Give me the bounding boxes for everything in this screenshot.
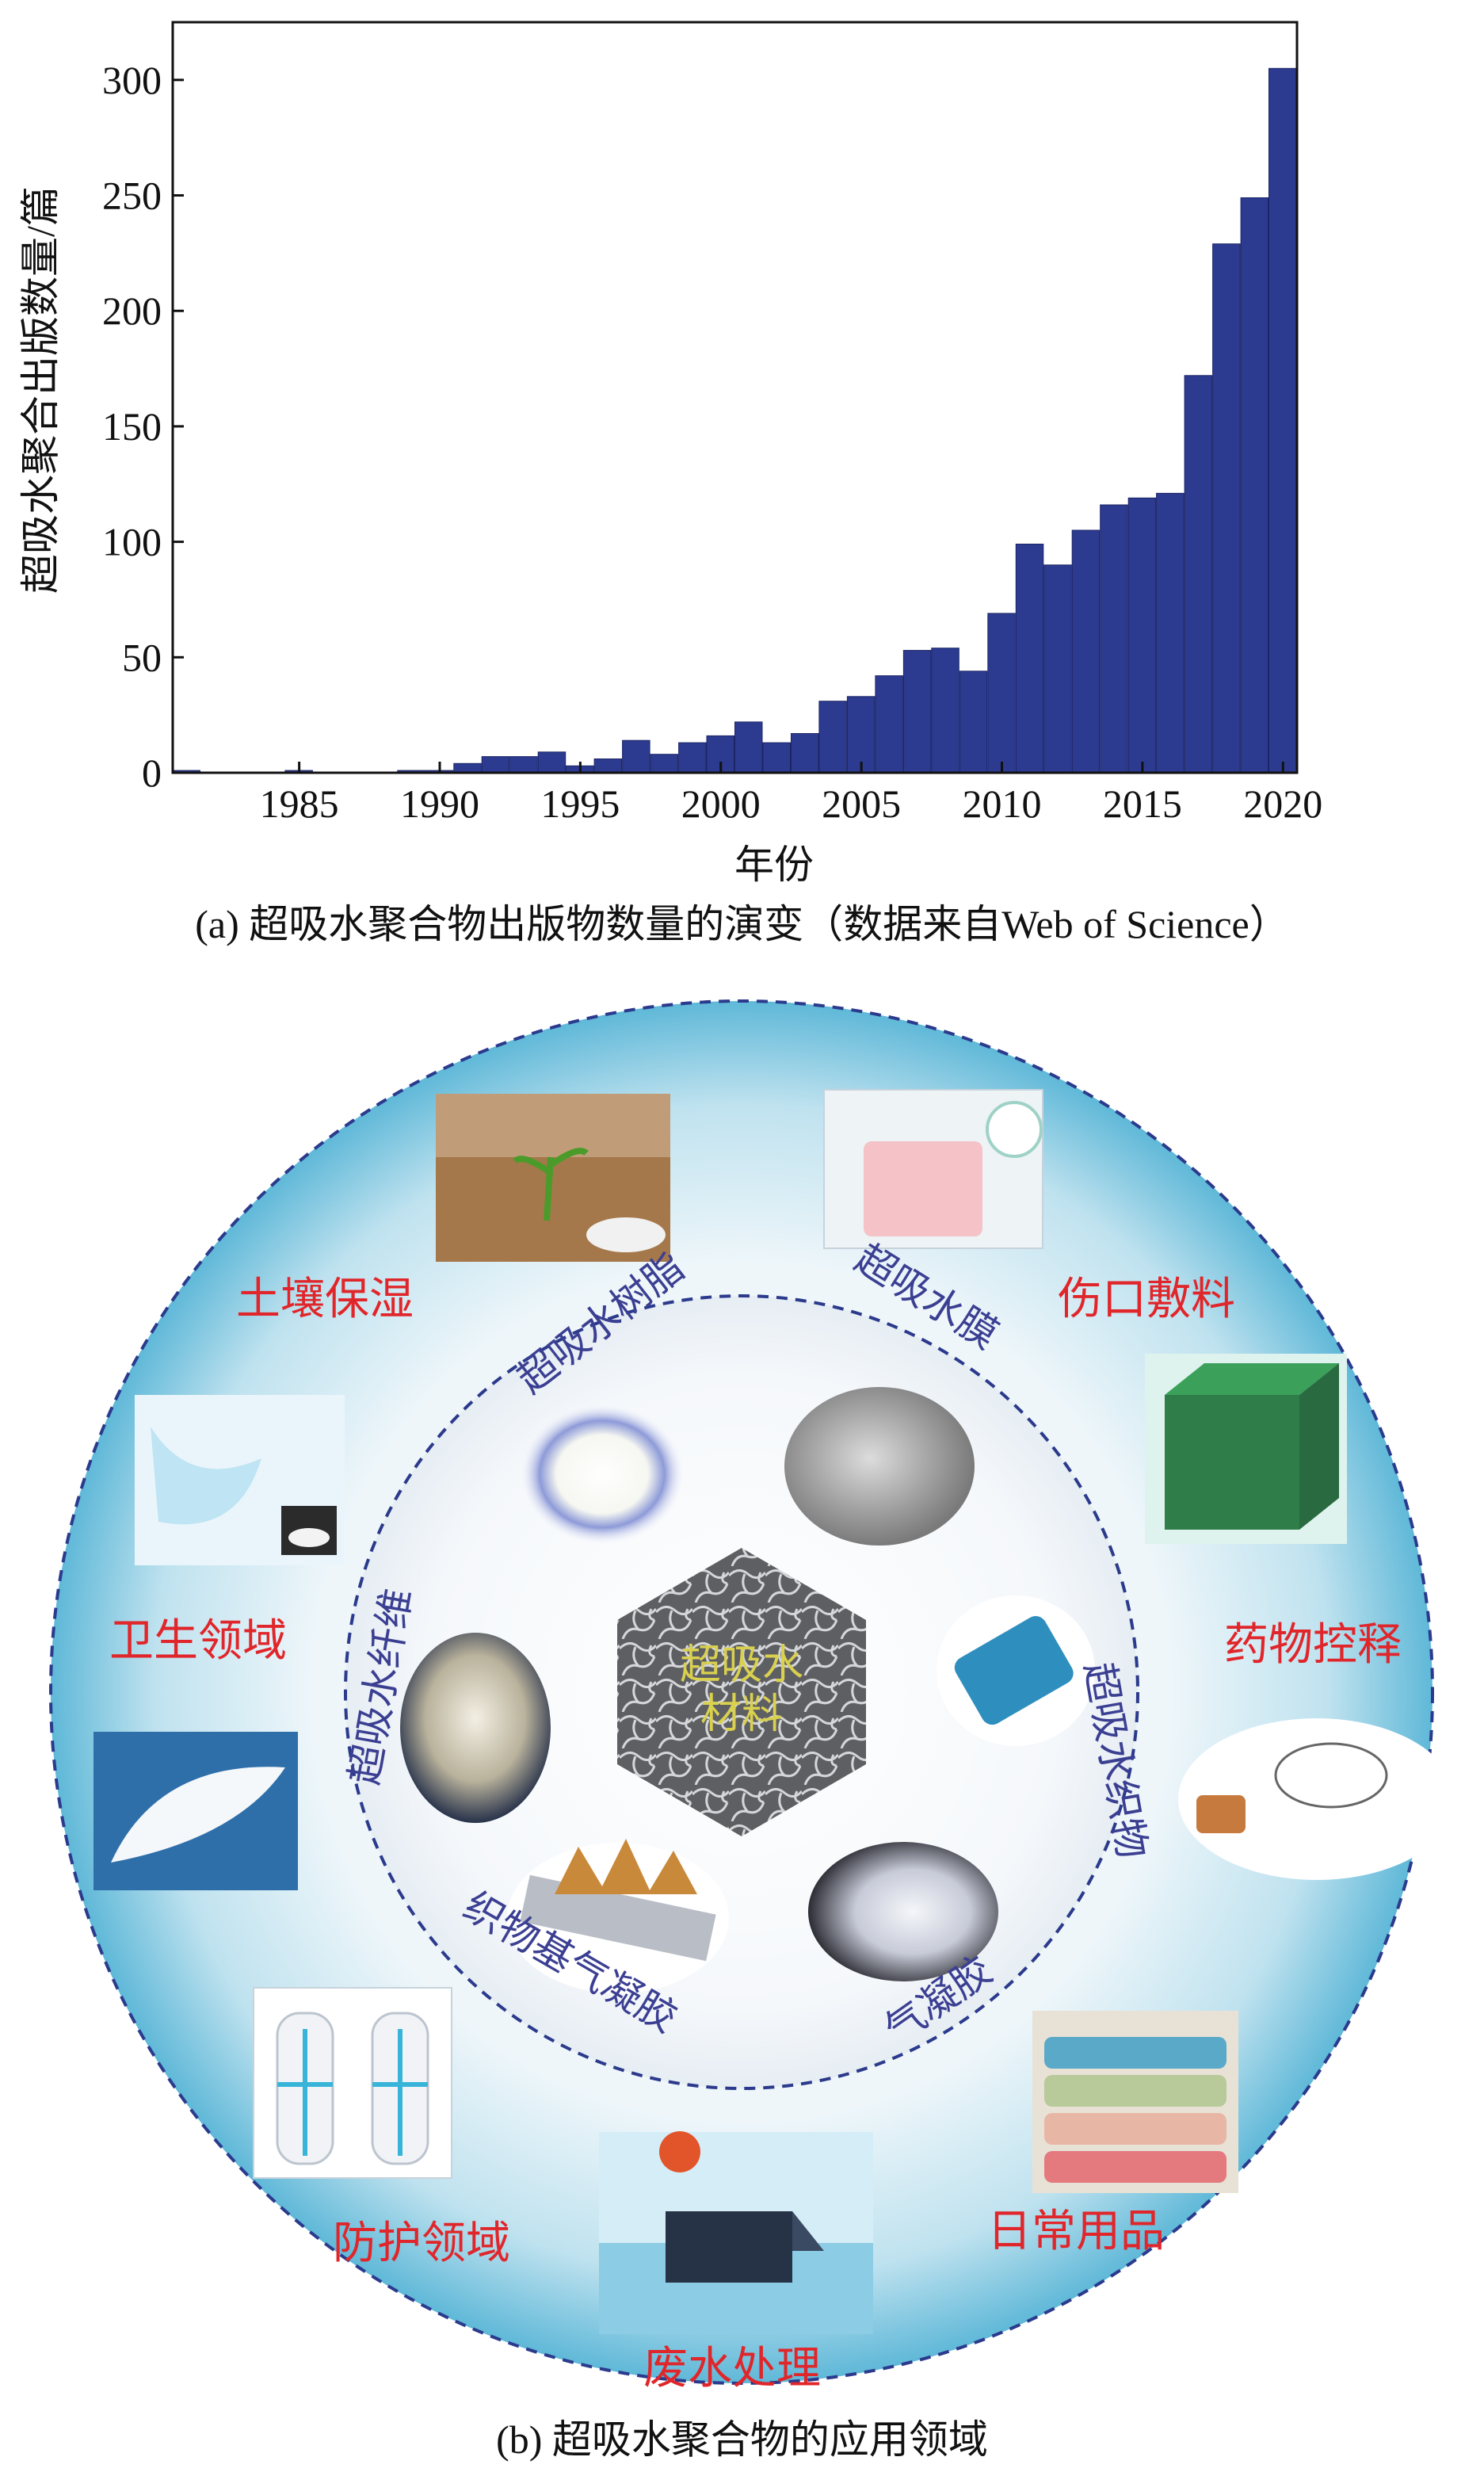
resin-image [519,1403,685,1546]
y-tick-label-200: 200 [102,288,162,333]
bar-2004 [818,701,847,774]
cube-top [1165,1363,1339,1395]
bar-1998 [650,754,679,774]
bar-2018 [1212,243,1241,774]
label-protection: 防护领域 [333,2218,510,2269]
x-tick-label-2005: 2005 [822,781,901,826]
bar-1992 [481,756,510,774]
dressing-disc [986,1101,1043,1158]
x-tick-label-1985: 1985 [260,781,339,826]
bar-1999 [678,742,707,774]
towel-green [1044,2075,1226,2107]
soil-sky [436,1094,670,1157]
bar-series [172,67,1297,774]
sun-icon [659,2131,700,2172]
crystal-branches [555,1839,697,1894]
label-drug: 药物控释 [1224,1619,1402,1671]
seedling-icon [513,1148,589,1221]
bar-1993 [509,756,538,774]
bar-1997 [622,739,650,774]
x-tick-label-1990: 1990 [400,781,479,826]
label-wound: 伤口敷料 [1058,1274,1235,1325]
y-tick-label-250: 250 [102,174,162,218]
center-hexagon [617,1548,866,1836]
x-tick-label-2020: 2020 [1243,781,1322,826]
cube-front [1165,1395,1299,1530]
textile-layer [520,1874,716,1962]
bar-2001 [734,721,763,774]
aerogel-image [808,1842,998,1981]
bar-2014 [1100,504,1128,774]
wound-dressing [864,1141,982,1236]
towel-pink [1044,2151,1226,2183]
bar-2013 [1071,529,1101,774]
plot-frame [171,21,1299,774]
bar-2005 [846,696,876,774]
powder-heap [586,1217,666,1252]
bar-2015 [1127,497,1157,774]
x-axis-title: 年份 [734,843,814,887]
mouse-outline [1274,1742,1388,1809]
y-axis-title: 超吸水聚合出版数量/篇 [18,186,63,594]
diaper-shape [151,1427,261,1525]
center-label: 超吸水 材料 [662,1641,821,1739]
bar-2012 [1043,564,1072,774]
x-tick-label-2010: 2010 [963,781,1042,826]
bar-2019 [1240,197,1269,774]
evaporator-block [666,2211,792,2283]
caption-a: (a) 超吸水聚合物出版物数量的演变（数据来自Web of Science） [195,902,1289,946]
label-wastewater: 废水处理 [643,2343,821,2394]
y-tick-label-100: 100 [102,520,162,564]
chart-ticks: 0 50 100 150 200 250 300 1985 1990 1995 2000 2005 20… [102,58,1322,826]
diagram-rings: 超吸水树脂 超吸水膜 超吸水织物 气凝胶 织物基气凝胶 超吸水纤维 [49,999,1455,2385]
bar-1991 [453,762,482,774]
bar-2003 [791,733,819,774]
suit-tape [277,2029,428,2156]
x-tick-label-2000: 2000 [681,781,761,826]
x-tick-label-2015: 2015 [1103,781,1182,826]
bar-2007 [902,650,932,774]
vial-icon [1196,1795,1246,1833]
y-tick-label-50: 50 [122,635,162,679]
label-soil: 土壤保湿 [236,1274,414,1325]
bar-2011 [1015,544,1044,774]
towel-peach [1044,2113,1226,2145]
bar-2002 [762,742,791,774]
y-tick-label-300: 300 [102,58,162,102]
fabric-swatch [954,1616,1074,1725]
bar-1996 [593,758,623,774]
chart-axes [171,21,1299,774]
bar-2020 [1268,67,1297,774]
center-label-line1: 超吸水 [679,1641,803,1689]
y-tick-label-150: 150 [102,404,162,449]
cube-side [1299,1363,1339,1530]
bar-2008 [931,648,959,774]
pad-shape [111,1767,285,1863]
inset-powder [288,1528,330,1547]
bar-2016 [1156,492,1185,774]
towel-blue [1044,2037,1226,2069]
mouse-photo [1178,1718,1455,1880]
bar-1994 [537,751,567,774]
center-label-line2: 材料 [700,1691,783,1738]
caption-b: (b) 超吸水聚合物的应用领域 [496,2417,988,2462]
label-daily: 日常用品 [987,2206,1165,2257]
bar-2017 [1184,375,1213,774]
y-tick-label-0: 0 [142,751,162,795]
bar-2006 [875,675,903,774]
bar-2009 [959,671,988,774]
bar-2010 [987,613,1016,774]
publication-bar-chart: 0 50 100 150 200 250 300 1985 1990 1995 2000 2005 20… [18,21,1322,887]
fiber-image [400,1633,551,1823]
film-image [784,1387,975,1546]
label-hygiene: 卫生领域 [109,1615,287,1667]
application-diagram: 超吸水树脂 超吸水膜 超吸水织物 气凝胶 织物基气凝胶 超吸水纤维 超吸水 材料… [0,983,1484,2401]
x-tick-label-1995: 1995 [540,781,620,826]
